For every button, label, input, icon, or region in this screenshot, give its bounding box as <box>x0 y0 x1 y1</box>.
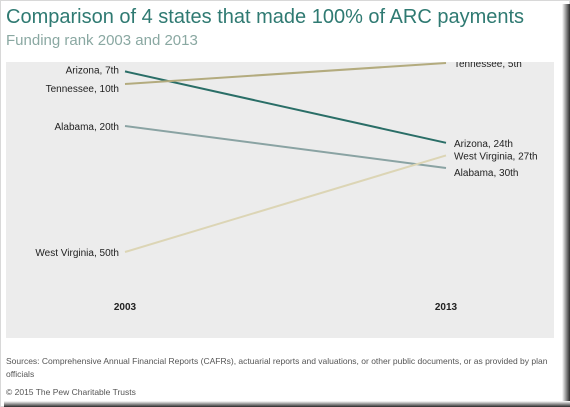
series-line-alabama <box>124 125 447 169</box>
label-2003-arizona: Arizona, 7th <box>66 65 119 76</box>
label-2003-tennessee: Tennessee, 10th <box>46 84 119 95</box>
x-tick-2003: 2003 <box>114 302 137 313</box>
sources-note: Sources: Comprehensive Annual Financial … <box>6 356 548 379</box>
series-line-arizona <box>124 70 447 144</box>
label-2013-west-virginia: West Virginia, 27th <box>454 151 538 162</box>
chart-subtitle: Funding rank 2003 and 2013 <box>6 32 198 49</box>
chart-panel: Arizona, 7th Arizona, 24th Tennessee, 10th… <box>6 62 554 338</box>
x-tick-2013: 2013 <box>435 302 458 313</box>
label-2003-west-virginia: West Virginia, 50th <box>35 248 119 259</box>
label-2013-alabama: Alabama, 30th <box>454 168 519 179</box>
frame-shadow-bottom <box>4 401 570 407</box>
label-2013-tennessee: Tennessee, 5th <box>454 62 522 70</box>
label-2013-arizona: Arizona, 24th <box>454 139 513 150</box>
series-labels: Arizona, 7th Arizona, 24th Tennessee, 10th… <box>35 62 537 259</box>
frame-shadow-right <box>562 4 570 407</box>
slope-chart: Arizona, 7th Arizona, 24th Tennessee, 10th… <box>35 62 537 313</box>
series-line-west-virginia <box>124 154 447 253</box>
x-axis: 2003 2013 <box>114 302 458 313</box>
copyright-note: © 2015 The Pew Charitable Trusts <box>6 387 136 397</box>
series-lines <box>124 62 447 253</box>
series-line-tennessee <box>124 62 447 85</box>
chart-title: Comparison of 4 states that made 100% of… <box>6 6 525 28</box>
label-2003-alabama: Alabama, 20th <box>55 122 120 133</box>
